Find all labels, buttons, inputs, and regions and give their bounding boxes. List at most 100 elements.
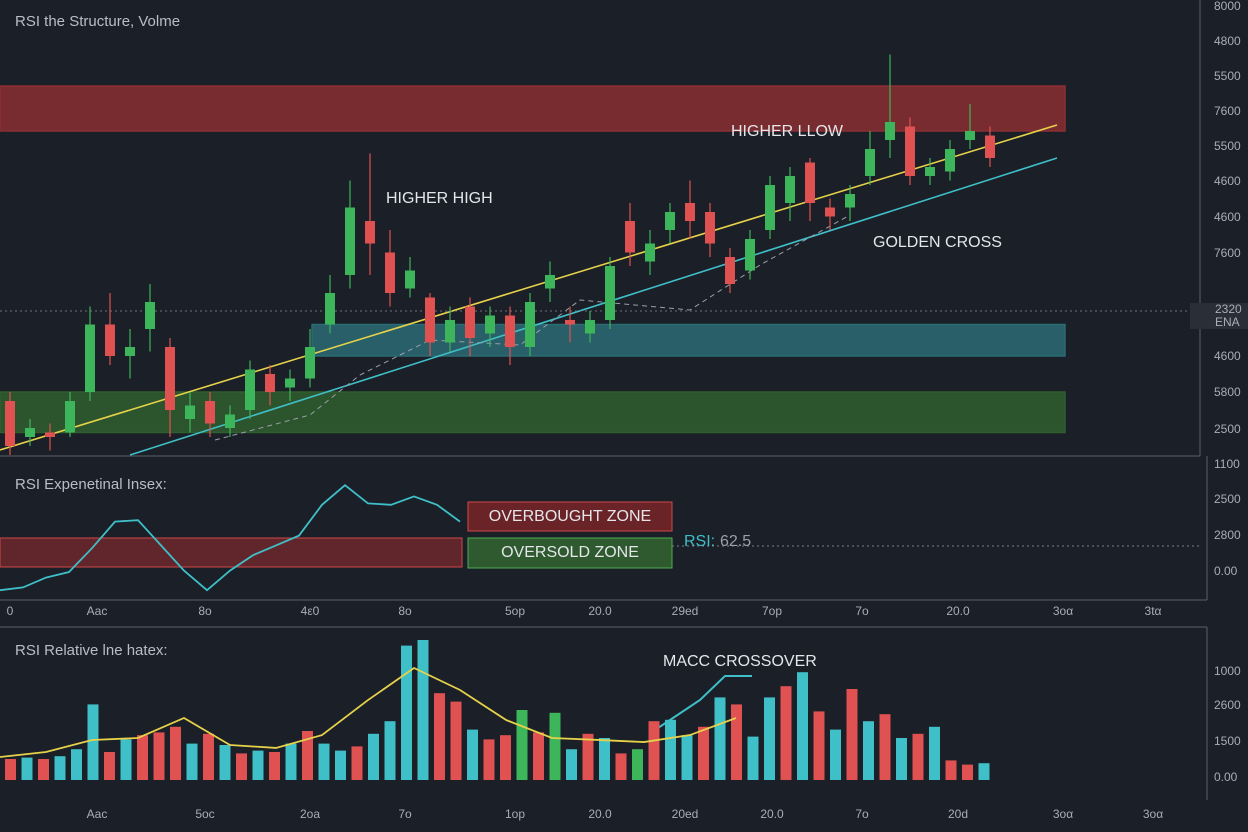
overbought-box: [467, 501, 673, 532]
path-arrow: [214, 214, 851, 441]
axis-label: 2800: [1214, 528, 1241, 542]
candle-body: [905, 126, 915, 176]
volume-bar: [71, 749, 82, 780]
candle-body: [25, 428, 35, 437]
volume-bar: [87, 704, 99, 780]
volume-bar: [252, 750, 264, 780]
candle-body: [605, 266, 615, 320]
volume-bar: [962, 764, 973, 780]
x-axis-label: 4ε0: [301, 604, 320, 618]
axis-label: 4600: [1214, 210, 1241, 224]
volume-bar: [582, 733, 594, 780]
zone: [0, 391, 1066, 434]
volume-bar: [681, 735, 693, 780]
candle-body: [385, 252, 395, 293]
zone-label: OVERSOLD ZONE: [501, 544, 639, 561]
volume-bar: [153, 732, 165, 780]
volume-bar: [830, 729, 841, 780]
x-axis-label: 7o: [855, 807, 869, 821]
candle-body: [665, 212, 675, 230]
axis-label: 4600: [1214, 174, 1241, 188]
annotation: HIGHER HIGH: [386, 190, 493, 207]
volume-bar: [863, 721, 874, 780]
chart-title: RSI the Structure, Volme: [15, 13, 180, 30]
volume-bar: [929, 726, 940, 780]
volume-bar: [318, 743, 330, 780]
x-axis-label: 20.0: [946, 604, 970, 618]
candle-body: [505, 315, 515, 347]
candle-body: [5, 401, 15, 446]
x-axis-label: 5oc: [195, 807, 214, 821]
candle-body: [245, 369, 255, 410]
candle-body: [325, 293, 335, 325]
x-axis-label: 0: [7, 604, 14, 618]
candle-body: [425, 297, 435, 343]
volume-bar: [351, 746, 363, 780]
candle-body: [705, 212, 715, 244]
x-axis-label: 20.0: [760, 807, 784, 821]
candle-body: [225, 414, 235, 428]
x-axis-label: 8o: [398, 604, 412, 618]
x-axis-label: Aac: [87, 604, 108, 618]
rsi-band: [0, 537, 463, 568]
x-axis-label: 20.0: [588, 604, 612, 618]
moving-average: [0, 666, 737, 758]
candle-body: [825, 207, 835, 217]
candle-body: [165, 347, 175, 410]
x-axis-label: 7op: [762, 604, 782, 618]
volume-bar: [467, 729, 478, 780]
volume-bar: [516, 710, 528, 780]
candle-body: [205, 401, 215, 424]
axis-label: 2500: [1214, 492, 1241, 506]
volume-bar: [483, 739, 495, 780]
candle-body: [45, 432, 55, 437]
volume-bar: [450, 701, 462, 780]
candle-body: [645, 243, 655, 262]
volume-bar: [401, 645, 412, 780]
candle-body: [85, 324, 95, 392]
volume-bar: [764, 697, 775, 780]
volume-bar: [731, 704, 742, 780]
candle-body: [285, 378, 295, 388]
x-axis-label: 2oa: [300, 807, 320, 821]
pane-title: RSI Relative lne hatex:: [15, 642, 168, 659]
volume-bar: [302, 731, 313, 780]
candle-body: [965, 131, 975, 140]
candle-body: [565, 320, 575, 325]
candle-body: [785, 176, 795, 203]
volume-bar: [38, 759, 49, 780]
axis-label: 5800: [1214, 385, 1241, 399]
annotation: HIGHER LLOW: [731, 123, 844, 140]
candle-body: [105, 324, 115, 356]
volume-bar: [896, 738, 907, 780]
candle-body: [545, 275, 555, 289]
rsi-line: [0, 484, 461, 592]
volume-bar: [186, 743, 198, 780]
x-axis-label: 1op: [505, 807, 525, 821]
axis-label: 4600: [1214, 349, 1241, 363]
x-axis-label: 5op: [505, 604, 525, 618]
volume-bar: [500, 735, 511, 780]
x-axis-label: 20d: [948, 807, 968, 821]
zone: [0, 85, 1066, 132]
axis-label: 7600: [1214, 104, 1241, 118]
x-axis-label: 20ed: [672, 807, 699, 821]
trend-line: [0, 124, 1058, 451]
candle-body: [365, 221, 375, 244]
candle-body: [725, 257, 735, 284]
volume-bar: [698, 726, 709, 780]
volume-bar: [566, 749, 577, 780]
price-tag-sublabel: ENA: [1215, 315, 1240, 329]
candle-body: [985, 135, 995, 158]
candle-body: [745, 239, 755, 271]
candle-body: [145, 302, 155, 329]
volume-bar: [747, 736, 759, 780]
candle-body: [805, 162, 815, 203]
annotation: GOLDEN CROSS: [873, 234, 1002, 251]
candle-body: [685, 203, 695, 221]
candle-body: [125, 347, 135, 356]
volume-bar: [780, 686, 792, 780]
zone-label: OVERBOUGHT ZONE: [489, 508, 651, 525]
axis-label: 7600: [1214, 246, 1241, 260]
annotation: MACC CROSSOVER: [663, 653, 817, 670]
